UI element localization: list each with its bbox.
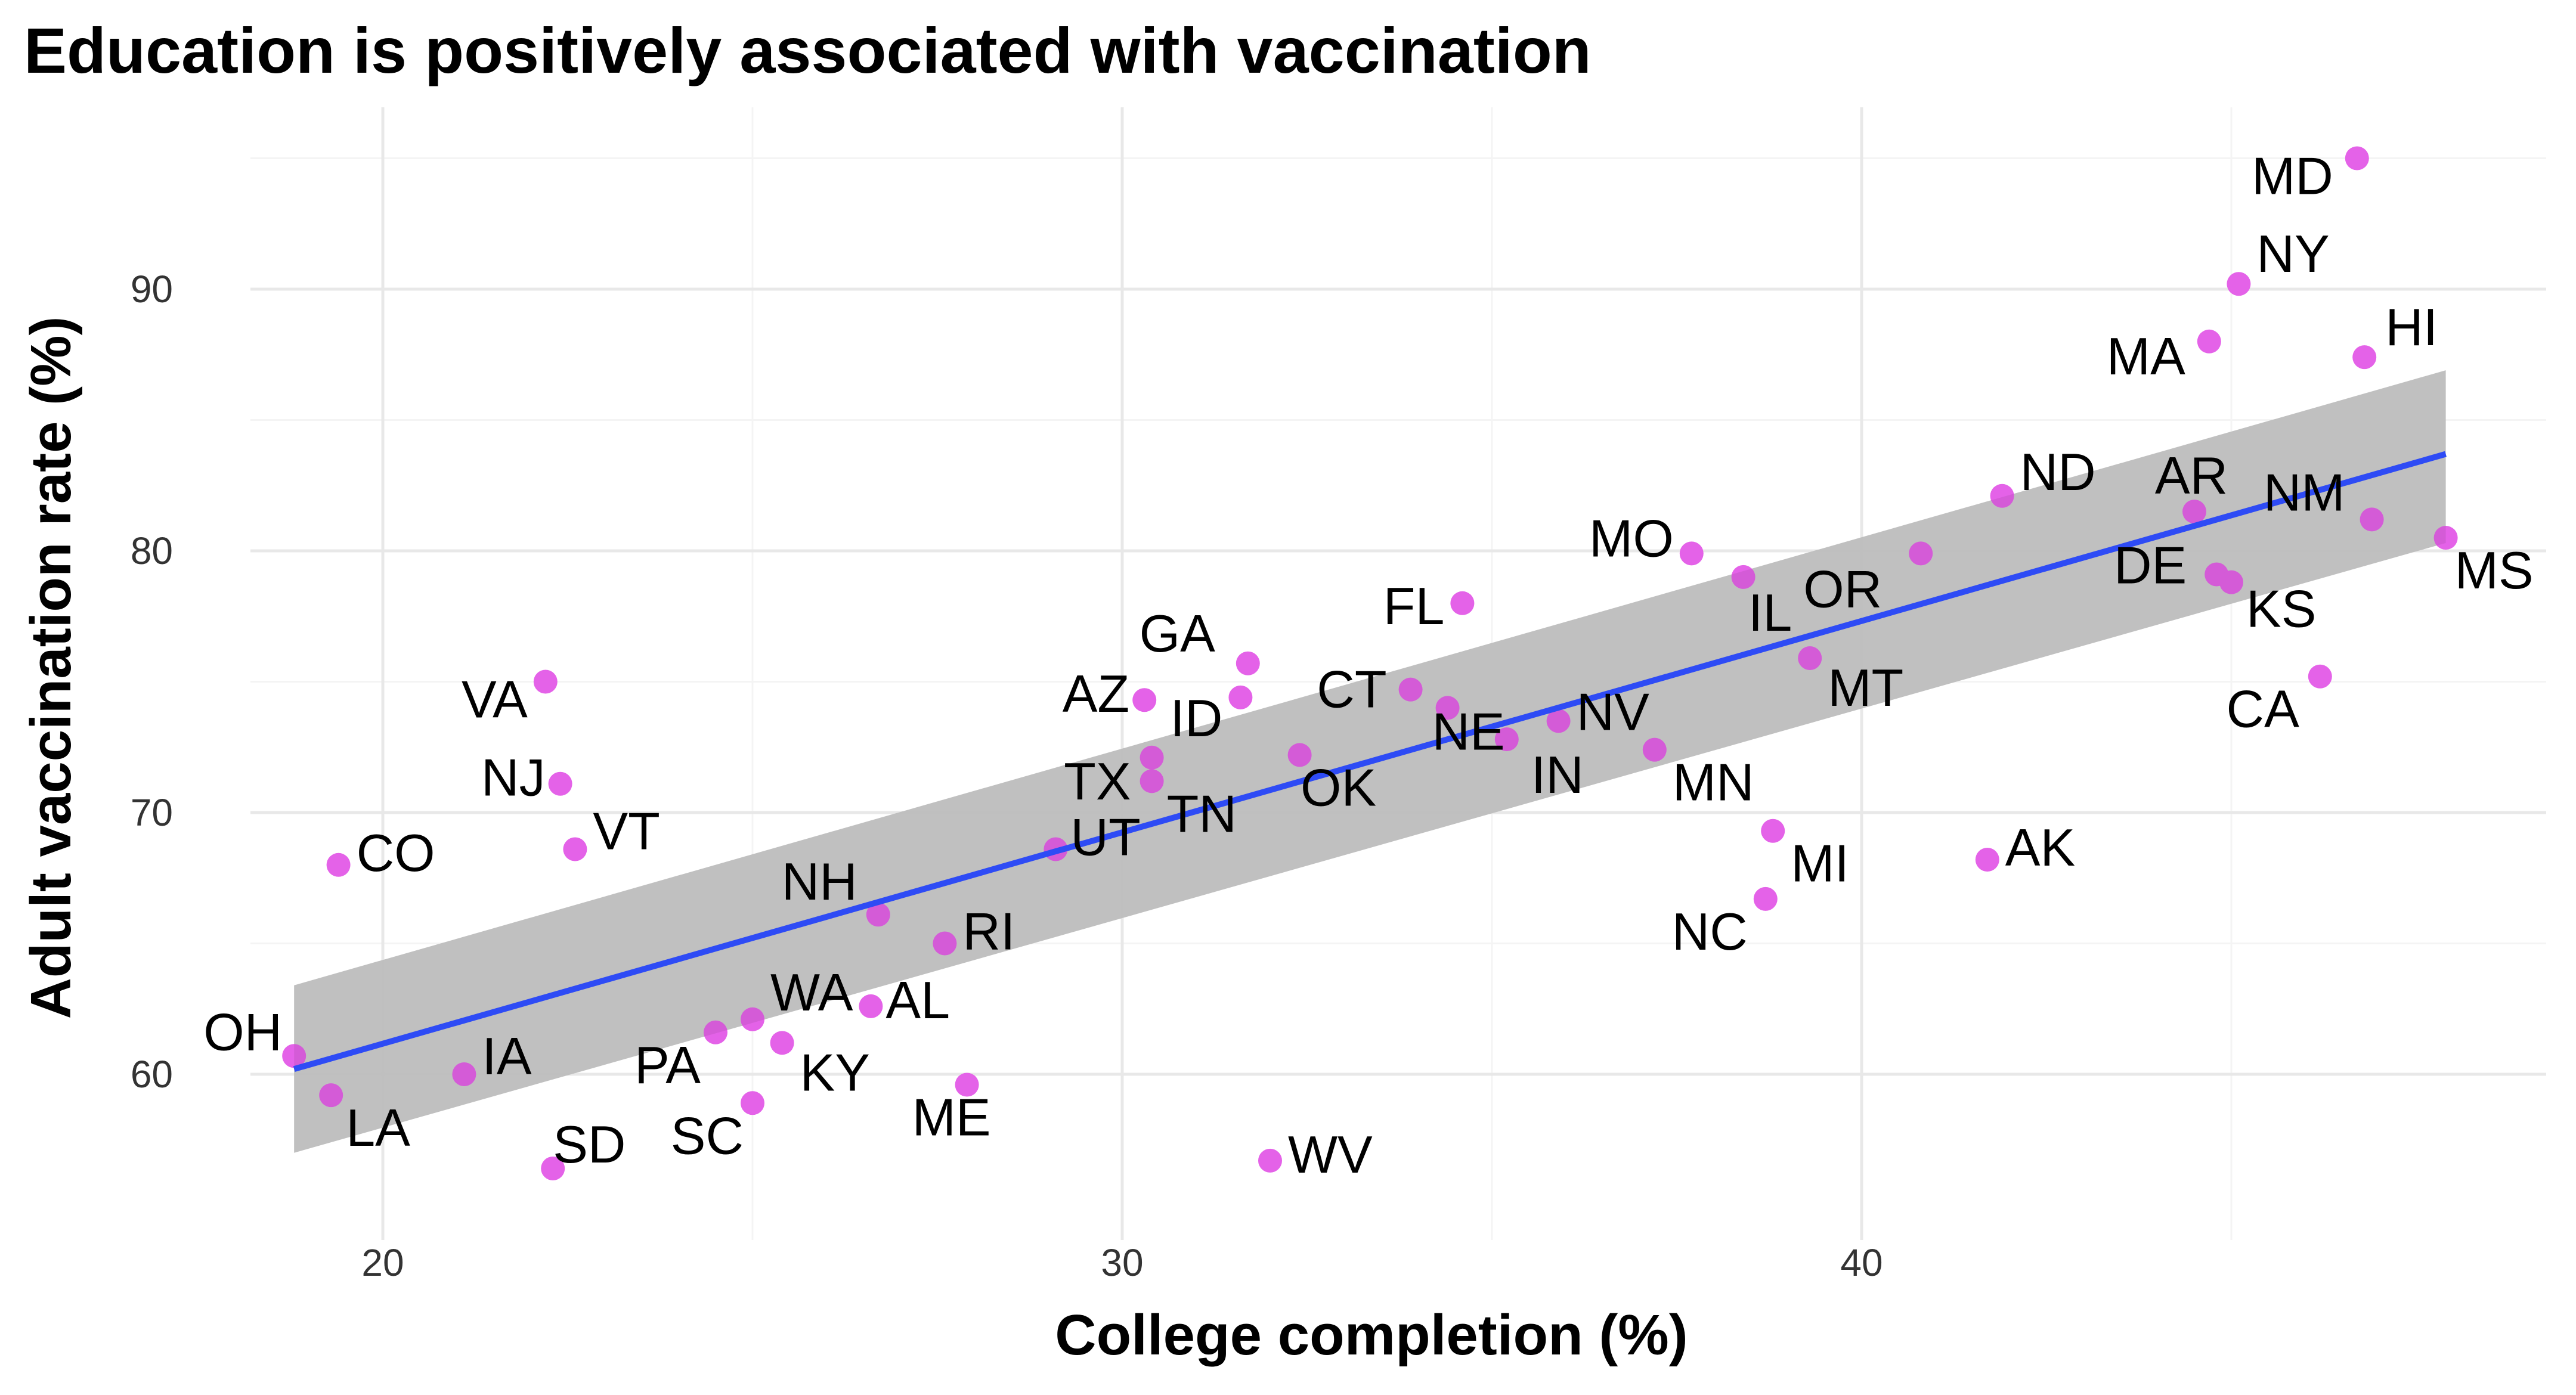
x-axis-label: College completion (%): [1055, 1303, 1688, 1367]
point-label: OH: [203, 1002, 282, 1061]
data-point: [2308, 664, 2332, 689]
point-label: IN: [1531, 745, 1584, 804]
data-point: [2197, 329, 2221, 354]
data-point: [741, 1091, 764, 1115]
data-point: [548, 771, 572, 796]
point-label: NM: [2264, 463, 2345, 522]
data-point: [1679, 541, 1704, 566]
point-label: FL: [1383, 576, 1445, 636]
x-tick-label: 40: [1840, 1241, 1883, 1284]
y-tick-label: 80: [131, 529, 173, 572]
fit-line-group: [293, 451, 2447, 1072]
point-label: MI: [1791, 834, 1849, 893]
y-tick-label: 90: [131, 268, 173, 311]
data-point: [533, 669, 558, 694]
data-point: [1228, 685, 1253, 709]
data-point: [563, 837, 587, 861]
point-label: CT: [1317, 660, 1386, 719]
y-tick-label: 60: [131, 1053, 173, 1096]
point-label: MT: [1828, 658, 1903, 717]
point-label: WA: [770, 963, 853, 1022]
data-point: [955, 1072, 979, 1097]
point-label: AR: [2155, 446, 2228, 505]
data-point: [1132, 688, 1157, 712]
point-label: MA: [2107, 327, 2185, 386]
point-label: KS: [2246, 579, 2316, 638]
x-tick-label: 30: [1101, 1241, 1143, 1284]
point-label: LA: [346, 1098, 410, 1157]
point-label: OR: [1803, 559, 1882, 618]
point-label: AK: [2005, 818, 2075, 877]
point-label: KY: [800, 1043, 870, 1102]
data-point: [1258, 1148, 1282, 1173]
point-label: AL: [886, 971, 950, 1030]
point-label: NV: [1577, 682, 1650, 741]
data-point: [1236, 651, 1260, 675]
axis-ticks: 20 30 40 60 70 80 90: [131, 268, 1883, 1284]
point-label: SD: [553, 1115, 626, 1174]
data-point: [326, 852, 351, 877]
point-label: VT: [593, 801, 660, 860]
point-label: TX: [1064, 752, 1131, 811]
data-point: [541, 1157, 565, 1181]
point-label: WV: [1288, 1125, 1373, 1184]
point-label: NE: [1432, 702, 1504, 761]
point-label: IA: [482, 1027, 531, 1086]
point-label: MS: [2455, 541, 2534, 600]
point-label: DE: [2114, 536, 2187, 595]
point-label: NY: [2256, 224, 2329, 283]
data-point: [1975, 848, 1999, 872]
x-tick-label: 20: [361, 1241, 404, 1284]
point-label: MD: [2252, 147, 2333, 206]
point-label: RI: [962, 902, 1015, 961]
point-label: MO: [1589, 509, 1674, 568]
point-label: OK: [1301, 758, 1376, 817]
y-tick-label: 70: [131, 791, 173, 834]
data-point: [2352, 345, 2377, 370]
point-label: CO: [357, 823, 435, 882]
point-label: ID: [1170, 689, 1222, 748]
point-label: UT: [1070, 807, 1140, 866]
point-label: VA: [462, 670, 528, 729]
point-label: MN: [1673, 753, 1754, 812]
data-point: [770, 1031, 794, 1055]
fit-line: [293, 451, 2447, 1072]
data-point: [1450, 591, 1475, 615]
point-label: NJ: [481, 748, 546, 807]
data-point: [1761, 819, 1785, 843]
point-labels: MD NY MA HI ND AR NM MS DE KS CA OR MO IL MT FL GA ID AZ CT…: [203, 147, 2533, 1184]
point-label: AZ: [1063, 664, 1129, 723]
data-point: [1753, 886, 1778, 911]
point-label: ME: [912, 1088, 991, 1147]
chart-title: Education is positively associated with …: [24, 14, 1592, 86]
data-point: [2227, 272, 2251, 296]
data-point: [2345, 146, 2369, 170]
point-label: TN: [1167, 784, 1237, 843]
point-label: NH: [782, 852, 857, 911]
point-label: HI: [2385, 297, 2438, 356]
point-label: SC: [671, 1106, 744, 1165]
point-label: CA: [2227, 680, 2300, 739]
point-label: NC: [1672, 902, 1748, 961]
point-label: IL: [1748, 583, 1792, 642]
point-label: ND: [2020, 442, 2096, 501]
point-label: GA: [1140, 604, 1215, 663]
y-axis-label: Adult vaccination rate (%): [19, 317, 83, 1019]
data-point: [859, 994, 883, 1018]
point-label: PA: [634, 1036, 701, 1095]
